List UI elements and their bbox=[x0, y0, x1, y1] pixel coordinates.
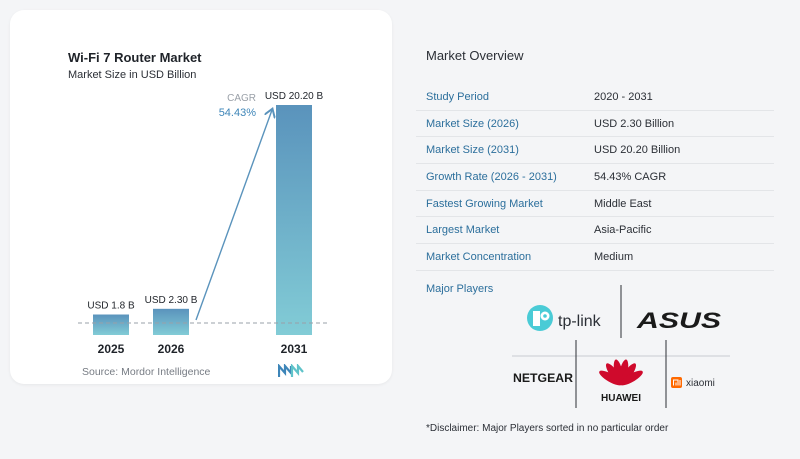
overview-row: Growth Rate (2026 - 2031) 54.43% CAGR bbox=[416, 164, 774, 191]
x-tick-label: 2026 bbox=[158, 342, 185, 356]
bar-chart: USD 1.8 B 2025 USD 2.30 B 2026 USD 20.20 B 20… bbox=[78, 91, 328, 356]
overview-row: Market Concentration Medium bbox=[416, 244, 774, 271]
mordor-intelligence-logo bbox=[278, 364, 304, 377]
cagr-value: 54.43% bbox=[219, 107, 257, 119]
tplink-wordmark: tp-link bbox=[558, 313, 602, 330]
overview-value: Asia-Pacific bbox=[594, 224, 652, 237]
overview-key: Growth Rate (2026 - 2031) bbox=[426, 170, 557, 183]
overview-value: 54.43% CAGR bbox=[594, 170, 667, 183]
huawei-flower-icon bbox=[599, 359, 643, 386]
overview-row: Market Size (2031) USD 20.20 Billion bbox=[416, 137, 774, 165]
huawei-wordmark: HUAWEI bbox=[601, 393, 641, 404]
bar-2031 bbox=[276, 105, 312, 335]
overview-key: Market Concentration bbox=[426, 250, 532, 263]
source-label: Source: Mordor Intelligence bbox=[82, 366, 211, 378]
bar-value-label: USD 2.30 B bbox=[145, 295, 198, 306]
bar-2025 bbox=[93, 314, 129, 335]
overview-value: USD 20.20 Billion bbox=[594, 144, 681, 157]
overview-row: Largest Market Asia-Pacific bbox=[416, 217, 774, 245]
overview-value: 2020 - 2031 bbox=[594, 90, 653, 103]
overview-row: Fastest Growing Market Middle East bbox=[416, 191, 774, 218]
x-tick-label: 2025 bbox=[98, 342, 125, 356]
overview-key: Fastest Growing Market bbox=[426, 197, 543, 210]
chart-subtitle: Market Size in USD Billion bbox=[68, 69, 197, 81]
overview-table: Study Period 2020 - 2031 Market Size (202… bbox=[416, 84, 774, 271]
overview-value: Medium bbox=[594, 250, 634, 263]
major-players-title: Major Players bbox=[426, 283, 494, 295]
tplink-logo: tp-link bbox=[527, 305, 602, 331]
overview-key: Market Size (2031) bbox=[426, 144, 519, 157]
chart-title: Wi-Fi 7 Router Market bbox=[68, 50, 202, 65]
xiaomi-mi-icon bbox=[671, 377, 682, 388]
overview-key: Largest Market bbox=[426, 224, 500, 237]
xiaomi-logo: xiaomi bbox=[671, 377, 715, 389]
bar-value-label: USD 20.20 B bbox=[265, 91, 324, 102]
netgear-wordmark: NETGEAR bbox=[513, 371, 573, 385]
overview-title: Market Overview bbox=[426, 48, 524, 63]
disclaimer: *Disclaimer: Major Players sorted in no … bbox=[426, 423, 669, 434]
cagr-arrow bbox=[195, 110, 272, 321]
x-tick-label: 2031 bbox=[281, 342, 308, 356]
bar-2026 bbox=[153, 308, 189, 335]
bar-value-label: USD 1.8 B bbox=[87, 301, 135, 312]
overview-key: Study Period bbox=[426, 90, 489, 103]
overview-row: Market Size (2026) USD 2.30 Billion bbox=[416, 111, 774, 138]
huawei-logo: HUAWEI bbox=[599, 359, 643, 404]
overview-key: Market Size (2026) bbox=[426, 117, 519, 130]
overview-value: USD 2.30 Billion bbox=[594, 117, 675, 130]
tplink-icon bbox=[527, 305, 553, 331]
cagr-label: CAGR bbox=[227, 93, 256, 104]
overview-value: Middle East bbox=[594, 197, 652, 210]
xiaomi-wordmark: xiaomi bbox=[686, 378, 715, 389]
chart-card bbox=[10, 10, 392, 384]
asus-wordmark: ASUS bbox=[636, 308, 722, 333]
overview-row: Study Period 2020 - 2031 bbox=[416, 84, 774, 111]
